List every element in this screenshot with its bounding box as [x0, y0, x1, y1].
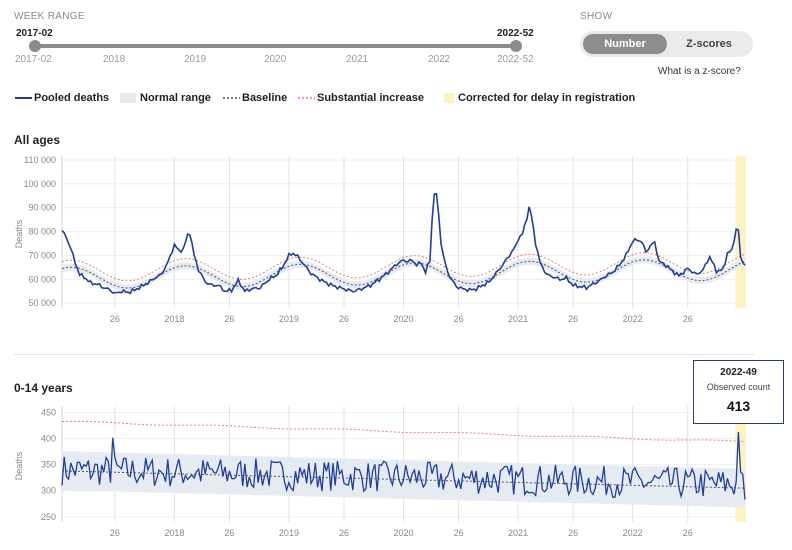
legend-baseline-label: Baseline [242, 92, 288, 104]
y-tick-label: 250 [41, 512, 56, 522]
show-label: SHOW [580, 11, 613, 22]
x-tick-label: 26 [683, 314, 693, 324]
y-tick-label: 110 000 [24, 156, 56, 165]
all-ages-title: All ages [14, 133, 61, 147]
y-tick-label: 90 000 [28, 203, 56, 213]
pooled-deaths-swatch [15, 97, 32, 99]
hover-tooltip: 2022-49 Observed count 413 [693, 360, 784, 424]
normal-range-swatch [120, 93, 136, 103]
x-tick-label: 26 [454, 314, 464, 324]
y-axis-title: Deaths [14, 451, 24, 480]
baseline-line [61, 259, 746, 289]
y-tick-label: 60 000 [28, 274, 56, 284]
x-tick-label: 2020 [393, 314, 413, 324]
x-tick-label: 2018 [164, 528, 184, 538]
substantial-increase-line [61, 420, 746, 443]
slider-tick-label: 2022-52 [497, 54, 534, 65]
y-tick-label: 350 [41, 460, 56, 470]
week-range-label: WEEK RANGE [14, 11, 85, 22]
y-tick-label: 400 [41, 434, 56, 444]
x-tick-label: 2022 [623, 314, 643, 324]
tooltip-value: 413 [726, 398, 751, 414]
x-tick-label: 2020 [393, 528, 413, 538]
slider-tick-label: 2020 [264, 54, 287, 65]
zscores-toggle-button[interactable]: Z-scores [686, 38, 732, 50]
age-0-14-title: 0-14 years [14, 381, 73, 395]
panel-divider [14, 354, 754, 355]
age-0-14-chart: 250 300 350 400 450 26 2018 26 2019 26 2020 26 2021 2… [14, 404, 746, 538]
number-toggle-button[interactable]: Number [583, 34, 667, 54]
slider-tick-label: 2017-02 [15, 54, 52, 65]
x-tick-label: 2018 [164, 314, 184, 324]
y-tick-label: 300 [41, 486, 56, 496]
display-mode-toggle: Number Z-scores [580, 31, 753, 57]
x-tick-label: 26 [224, 314, 234, 324]
normal-range-band [62, 256, 745, 292]
x-tick-label: 2019 [279, 528, 299, 538]
range-end-value: 2022-52 [497, 28, 534, 39]
corrected-swatch [444, 93, 454, 103]
legend-corrected-label: Corrected for delay in registration [458, 92, 636, 104]
corrected-delay-band [735, 156, 746, 308]
y-tick-label: 70 000 [28, 250, 56, 260]
range-end-handle[interactable] [510, 40, 522, 52]
x-tick-label: 26 [683, 528, 693, 538]
y-tick-label: 450 [41, 408, 56, 418]
x-tick-label: 26 [454, 528, 464, 538]
substantial-increase-line [61, 252, 746, 282]
x-tick-label: 2021 [508, 314, 528, 324]
slider-tick-label: 2018 [103, 54, 126, 65]
x-tick-label: 26 [568, 528, 578, 538]
tooltip-week: 2022-49 [720, 367, 757, 378]
range-start-handle[interactable] [29, 40, 41, 52]
slider-tick-label: 2021 [346, 54, 369, 65]
y-axis-title: Deaths [14, 219, 24, 248]
legend-pooled-label: Pooled deaths [34, 92, 110, 104]
legend-normal-label: Normal range [140, 92, 211, 104]
x-tick-label: 2021 [508, 528, 528, 538]
x-tick-label: 26 [224, 528, 234, 538]
y-tick-label: 80 000 [28, 227, 56, 237]
substantial-increase-swatch [298, 97, 315, 99]
y-tick-label: 50 000 [28, 298, 56, 308]
week-range-slider-track[interactable] [35, 44, 516, 48]
x-tick-label: 26 [568, 314, 578, 324]
all-ages-chart: 50 000 60 000 70 000 80 000 90 000 100 000 110… [14, 156, 746, 324]
y-tick-label: 100 000 [23, 179, 56, 189]
x-tick-label: 2019 [279, 314, 299, 324]
x-tick-label: 26 [339, 528, 349, 538]
x-tick-label: 2022 [623, 528, 643, 538]
range-start-value: 2017-02 [16, 28, 53, 39]
x-tick-label: 26 [339, 314, 349, 324]
tooltip-label: Observed count [706, 382, 771, 392]
pooled-deaths-line [61, 192, 746, 295]
baseline-swatch [223, 97, 240, 99]
slider-tick-label: 2019 [184, 54, 207, 65]
slider-tick-label: 2022 [428, 54, 451, 65]
zscore-help-link[interactable]: What is a z-score? [658, 66, 741, 77]
legend-substantial-label: Substantial increase [317, 92, 424, 104]
pooled-deaths-line [61, 431, 746, 500]
x-tick-label: 26 [110, 528, 120, 538]
x-tick-label: 26 [110, 314, 120, 324]
